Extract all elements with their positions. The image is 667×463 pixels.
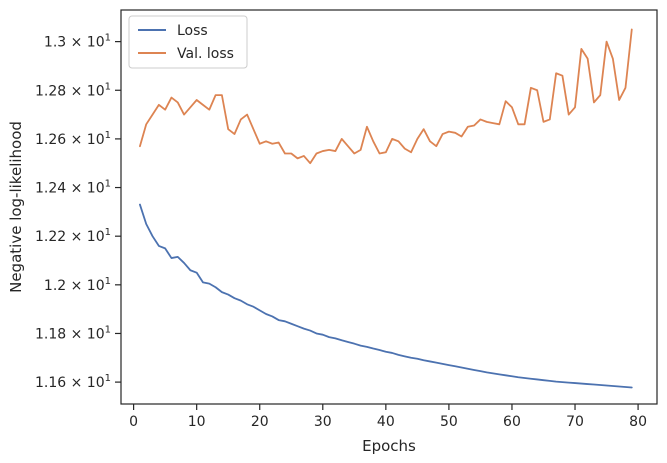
x-tick-label: 70 [566,414,584,430]
y-tick-label: 1.26 × 101 [35,130,111,148]
y-axis-ticks: 1.16 × 101 1.18 × 101 1.2 × 101 1.22 × 101 1… [35,33,121,391]
x-tick-label: 0 [129,414,138,430]
x-tick-label: 20 [251,414,269,430]
y-tick-label: 1.2 × 101 [44,276,111,294]
y-tick-label: 1.22 × 101 [35,227,111,245]
series-line-loss [139,203,633,389]
y-tick-label: 1.28 × 101 [35,81,111,99]
x-tick-label: 30 [314,414,332,430]
series-lines [139,28,633,389]
y-tick-label: 1.18 × 101 [35,324,111,342]
y-axis-label: Negative log-likelihood [7,121,25,293]
legend-label-val-loss: Val. loss [177,46,234,62]
series-line-val-loss [139,28,633,165]
x-tick-label: 10 [188,414,206,430]
y-tick-label: 1.16 × 101 [35,373,111,391]
y-tick-label: 1.3 × 101 [44,33,111,51]
x-axis-ticks: 0 10 20 30 40 50 60 70 80 [129,404,647,430]
x-tick-label: 60 [503,414,521,430]
plot-frame [120,9,658,405]
y-tick-label: 1.24 × 101 [35,179,111,197]
legend: Loss Val. loss [128,15,248,69]
x-axis-label: Epochs [362,437,416,455]
legend-label-loss: Loss [177,23,208,39]
x-tick-label: 50 [440,414,458,430]
x-tick-label: 80 [629,414,647,430]
x-tick-label: 40 [377,414,395,430]
